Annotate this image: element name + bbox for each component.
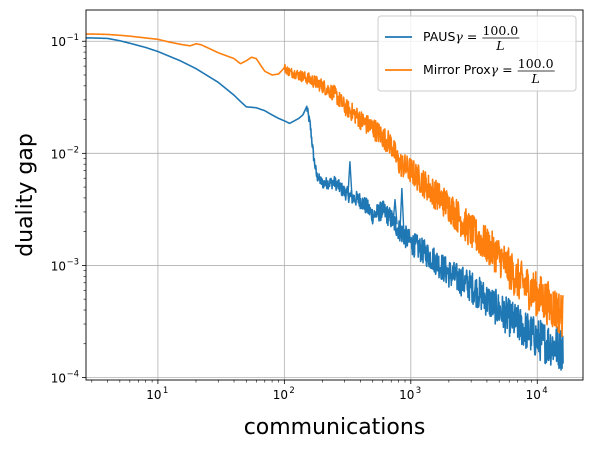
x-tick-label: 10 — [273, 388, 288, 402]
y-axis-title: duality gap — [13, 133, 38, 257]
y-tick-label-exponent: −2 — [66, 145, 79, 155]
y-tick-label-exponent: −1 — [66, 33, 79, 43]
x-tick-label: 10 — [526, 388, 541, 402]
y-tick-label-exponent: −4 — [66, 370, 79, 380]
y-tick-label-exponent: −3 — [66, 257, 79, 267]
legend-gamma: γ = — [491, 62, 513, 77]
x-tick-label: 10 — [146, 388, 161, 402]
y-tick-label: 10 — [51, 35, 66, 49]
legend-box — [378, 16, 576, 91]
legend-label: PAUS — [423, 29, 455, 44]
legend-fraction-numerator: 100.0 — [482, 23, 518, 38]
x-tick-label-exponent: 3 — [416, 386, 421, 396]
y-tick-label: 10 — [51, 372, 66, 386]
legend-gamma: γ = — [455, 29, 477, 44]
legend-fraction-numerator: 100.0 — [518, 56, 554, 71]
legend-label: Mirror Prox — [423, 62, 491, 77]
x-tick-label: 10 — [399, 388, 414, 402]
x-tick-label-exponent: 2 — [289, 386, 294, 396]
legend-fraction-denominator: L — [531, 71, 540, 86]
y-tick-label: 10 — [51, 147, 66, 161]
y-tick-label: 10 — [51, 259, 66, 273]
x-tick-label-exponent: 4 — [542, 386, 547, 396]
x-tick-label-exponent: 1 — [163, 386, 168, 396]
legend-fraction-denominator: L — [495, 38, 504, 53]
x-axis-title: communications — [244, 415, 426, 440]
